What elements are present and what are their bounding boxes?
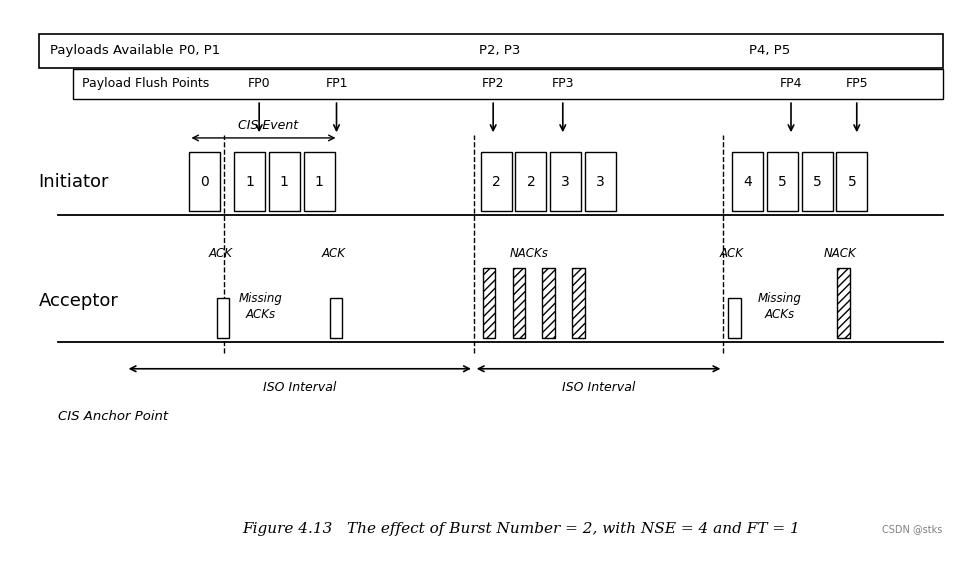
- Text: NACKs: NACKs: [510, 247, 548, 260]
- Text: FP1: FP1: [325, 77, 348, 90]
- Text: FP2: FP2: [482, 77, 505, 90]
- Text: 3: 3: [561, 175, 571, 189]
- Bar: [304, 152, 335, 211]
- Text: 0: 0: [199, 175, 209, 189]
- Bar: [73, 69, 943, 99]
- Text: 5: 5: [812, 175, 822, 189]
- Text: 5: 5: [847, 175, 857, 189]
- Text: 3: 3: [596, 175, 605, 189]
- Bar: [542, 268, 555, 338]
- Text: ISO Interval: ISO Interval: [562, 381, 635, 394]
- Bar: [802, 152, 833, 211]
- Text: 1: 1: [314, 175, 324, 189]
- Bar: [728, 297, 741, 338]
- Text: P4, P5: P4, P5: [749, 44, 791, 57]
- Text: 4: 4: [743, 175, 752, 189]
- Bar: [234, 152, 265, 211]
- Text: FP4: FP4: [779, 77, 803, 90]
- Text: ACK: ACK: [322, 247, 345, 260]
- Bar: [217, 297, 229, 338]
- Bar: [39, 34, 943, 68]
- Bar: [515, 152, 546, 211]
- Text: Missing
ACKs: Missing ACKs: [239, 292, 283, 321]
- Text: 1: 1: [279, 175, 289, 189]
- Text: ACK: ACK: [209, 247, 232, 260]
- Bar: [585, 152, 616, 211]
- Bar: [330, 297, 342, 338]
- Text: Missing
ACKs: Missing ACKs: [757, 292, 802, 321]
- Bar: [189, 152, 220, 211]
- Text: 2: 2: [526, 175, 536, 189]
- Text: ISO Interval: ISO Interval: [263, 381, 337, 394]
- Text: 1: 1: [245, 175, 254, 189]
- Bar: [481, 152, 512, 211]
- Text: CSDN @stks: CSDN @stks: [883, 524, 943, 534]
- Bar: [836, 152, 867, 211]
- Bar: [767, 152, 798, 211]
- Text: Initiator: Initiator: [39, 173, 109, 190]
- Text: Figure 4.13   The effect of Burst Number = 2, with NSE = 4 and FT = 1: Figure 4.13 The effect of Burst Number =…: [242, 522, 800, 536]
- Text: Payloads Available: Payloads Available: [50, 44, 174, 57]
- Bar: [837, 268, 850, 338]
- Text: ACK: ACK: [720, 247, 744, 260]
- Text: P2, P3: P2, P3: [479, 44, 520, 57]
- Text: NACK: NACK: [824, 247, 857, 260]
- Text: Acceptor: Acceptor: [39, 292, 119, 310]
- Bar: [513, 268, 525, 338]
- Text: CIS Event: CIS Event: [238, 119, 299, 132]
- Text: Payload Flush Points: Payload Flush Points: [82, 77, 210, 90]
- Bar: [483, 268, 495, 338]
- Text: FP0: FP0: [248, 77, 271, 90]
- Bar: [572, 268, 585, 338]
- Bar: [550, 152, 581, 211]
- Text: P0, P1: P0, P1: [179, 44, 220, 57]
- Text: FP5: FP5: [845, 77, 868, 90]
- Bar: [269, 152, 300, 211]
- Text: CIS Anchor Point: CIS Anchor Point: [58, 410, 168, 423]
- Bar: [732, 152, 763, 211]
- Text: 5: 5: [777, 175, 787, 189]
- Text: 2: 2: [491, 175, 501, 189]
- Text: FP3: FP3: [551, 77, 574, 90]
